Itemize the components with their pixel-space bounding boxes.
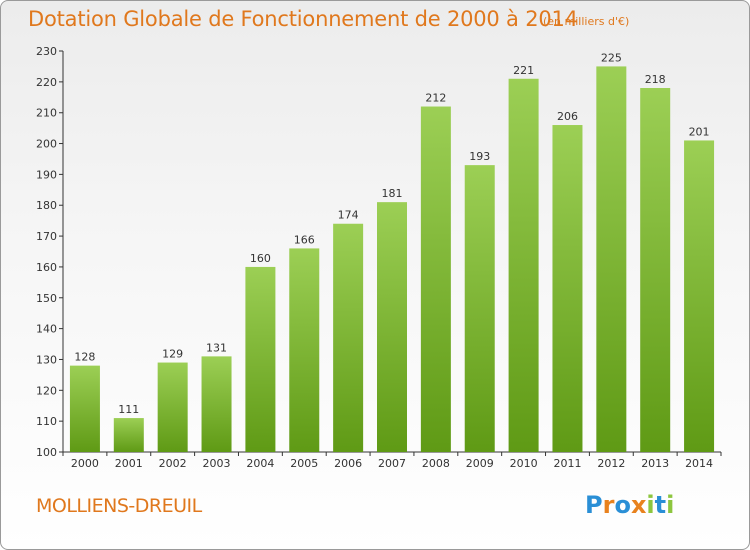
logo-letter: x bbox=[630, 491, 647, 519]
chart-subtitle: (en milliers d'€) bbox=[543, 15, 630, 28]
x-tick-label-2004: 2004 bbox=[246, 457, 274, 470]
value-label-2010: 221 bbox=[513, 64, 534, 77]
x-tick-label-2013: 2013 bbox=[641, 457, 669, 470]
value-label-2006: 174 bbox=[338, 209, 359, 222]
bar-2005 bbox=[289, 248, 320, 452]
proxiti-logo: Proxiti bbox=[585, 491, 674, 519]
bar-2014 bbox=[684, 140, 715, 452]
y-tick-label: 160 bbox=[36, 261, 57, 274]
logo-letter: t bbox=[654, 491, 667, 519]
y-tick-label: 110 bbox=[36, 415, 57, 428]
value-label-2008: 212 bbox=[425, 92, 446, 105]
commune-name: MOLLIENS-DREUIL bbox=[36, 495, 202, 517]
value-label-2003: 131 bbox=[206, 341, 227, 354]
bar-2003 bbox=[201, 356, 232, 452]
y-tick-label: 130 bbox=[36, 353, 57, 366]
x-tick-label-2009: 2009 bbox=[466, 457, 494, 470]
value-label-2000: 128 bbox=[74, 351, 95, 364]
y-tick-label: 210 bbox=[36, 107, 57, 120]
value-label-2013: 218 bbox=[645, 73, 666, 86]
x-tick-label-2003: 2003 bbox=[203, 457, 231, 470]
logo-letter: i bbox=[666, 491, 675, 519]
chart-title: Dotation Globale de Fonctionnement de 20… bbox=[28, 7, 578, 31]
value-label-2009: 193 bbox=[469, 150, 490, 163]
y-tick-label: 140 bbox=[36, 323, 57, 336]
y-tick-label: 190 bbox=[36, 168, 57, 181]
value-label-2001: 111 bbox=[118, 403, 139, 416]
x-tick-label-2002: 2002 bbox=[159, 457, 187, 470]
y-tick-label: 220 bbox=[36, 76, 57, 89]
logo-letter: r bbox=[602, 491, 615, 519]
value-label-2004: 160 bbox=[250, 252, 271, 265]
value-label-2007: 181 bbox=[382, 187, 403, 200]
value-label-2011: 206 bbox=[557, 110, 578, 123]
y-tick-label: 170 bbox=[36, 230, 57, 243]
bar-2004 bbox=[245, 266, 276, 452]
logo-letter: o bbox=[614, 491, 631, 519]
value-label-2012: 225 bbox=[601, 51, 622, 64]
bars bbox=[69, 66, 715, 453]
x-tick-label-2000: 2000 bbox=[71, 457, 99, 470]
logo-letter: P bbox=[585, 491, 603, 519]
bar-2001 bbox=[113, 418, 144, 452]
x-tick-label-2008: 2008 bbox=[422, 457, 450, 470]
y-tick-label: 120 bbox=[36, 384, 57, 397]
bar-2011 bbox=[552, 125, 583, 453]
y-tick-label: 200 bbox=[36, 138, 57, 151]
value-label-2014: 201 bbox=[689, 125, 710, 138]
bar-2008 bbox=[420, 106, 451, 453]
bar-2013 bbox=[640, 88, 671, 452]
x-tick-label-2001: 2001 bbox=[115, 457, 143, 470]
value-label-2002: 129 bbox=[162, 348, 183, 361]
y-tick-label: 180 bbox=[36, 199, 57, 212]
bar-2009 bbox=[464, 165, 495, 452]
logo-letter: i bbox=[646, 491, 655, 519]
x-tick-label-2006: 2006 bbox=[334, 457, 362, 470]
y-tick-label: 150 bbox=[36, 292, 57, 305]
bar-2002 bbox=[157, 362, 188, 452]
value-label-2005: 166 bbox=[294, 233, 315, 246]
x-tick-label-2005: 2005 bbox=[290, 457, 318, 470]
bar-2010 bbox=[508, 78, 539, 452]
x-tick-label-2007: 2007 bbox=[378, 457, 406, 470]
axes: 100 110 120 130 140 150 160 170 180 190 200 210 220 2… bbox=[36, 45, 722, 459]
bar-2012 bbox=[596, 66, 627, 452]
y-tick-label: 100 bbox=[36, 446, 57, 459]
x-tick-label-2014: 2014 bbox=[685, 457, 713, 470]
labels: 128 2000 111 2001 129 2002 131 2003 160 2004 166 20… bbox=[71, 51, 713, 470]
x-tick-label-2011: 2011 bbox=[553, 457, 581, 470]
y-tick-label: 230 bbox=[36, 45, 57, 58]
bar-2006 bbox=[333, 223, 364, 452]
bar-2007 bbox=[377, 202, 407, 452]
bar-2000 bbox=[69, 365, 100, 452]
x-tick-label-2012: 2012 bbox=[597, 457, 625, 470]
x-tick-label-2010: 2010 bbox=[510, 457, 538, 470]
